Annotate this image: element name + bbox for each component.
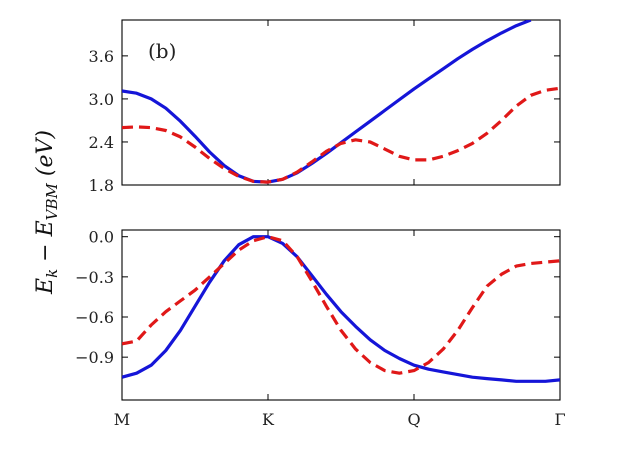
valence-panel-frame	[121, 229, 561, 401]
y-axis-title-unit: (eV)	[33, 130, 58, 183]
valence-dashed-band-line	[122, 235, 560, 375]
y-tick-label-conduction-0: 1.8	[89, 176, 114, 195]
y-axis-title-sub1: k	[43, 269, 61, 278]
y-tick-label-conduction-2: 3.0	[89, 90, 114, 109]
x-tick-label-3: Γ	[554, 410, 565, 429]
y-tick-label-conduction-1: 2.4	[89, 133, 114, 152]
y-axis-title-sub2: VBM	[43, 182, 61, 220]
x-tick-label-1: K	[262, 410, 275, 429]
y-axis-title: Ek − EVBM (eV)	[33, 130, 61, 295]
x-tick-label-0: M	[114, 410, 130, 429]
conduction-panel-frame	[121, 19, 561, 186]
y-tick-label-valence-1: −0.6	[75, 308, 114, 327]
x-tick-label-2: Q	[407, 410, 420, 429]
y-tick-label-conduction-3: 3.6	[89, 47, 114, 66]
panel-label: (b)	[148, 39, 176, 63]
ticks-layer: 1.8 2.4 3.0 3.6 −0.9 −0.6 −0.3 0.0 M K Q Γ	[75, 20, 566, 429]
y-tick-label-valence-0: −0.9	[75, 348, 114, 367]
conduction-solid-band-line	[122, 20, 532, 184]
y-axis-title-mid: − E	[33, 220, 58, 268]
conduction-curves	[122, 20, 560, 184]
valence-curves	[122, 235, 560, 383]
conduction-dashed-band-line	[122, 86, 560, 184]
y-tick-label-valence-3: 0.0	[89, 228, 114, 247]
y-axis-title-e1: E	[33, 278, 58, 295]
y-tick-label-valence-2: −0.3	[75, 268, 114, 287]
valence-solid-band-line	[122, 235, 560, 383]
